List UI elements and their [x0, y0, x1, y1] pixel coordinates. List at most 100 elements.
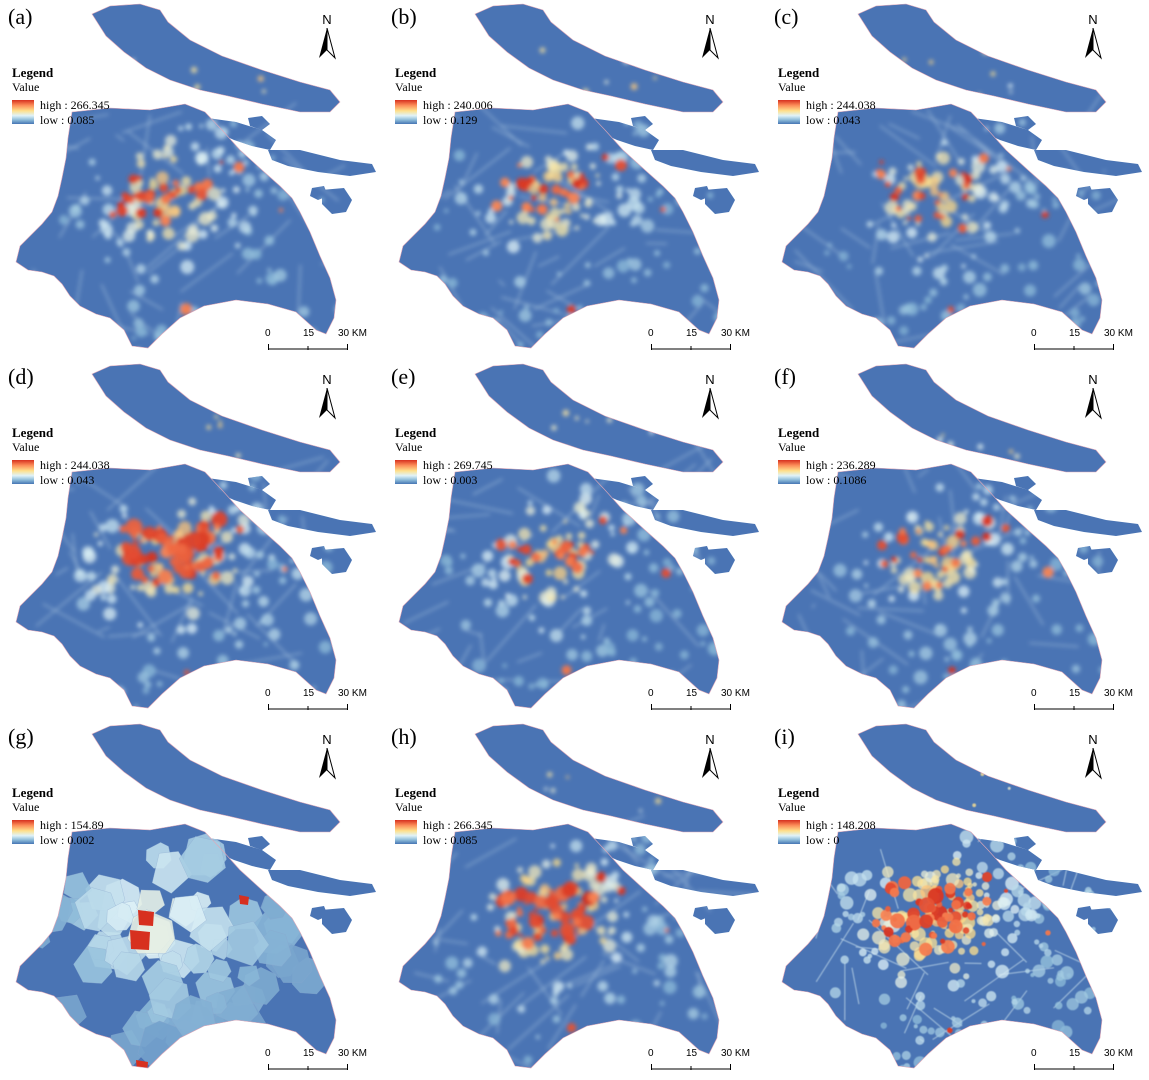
north-arrow-glyph: [1085, 388, 1102, 420]
legend-subtitle: Value: [12, 440, 40, 454]
scale-tick-label: 0: [1031, 328, 1037, 339]
map-panel-i: (i) Legend Value high : 148.208 low : 0 …: [766, 720, 1149, 1080]
scale-bar-line: [268, 704, 348, 710]
legend-ramp: high : 154.89 low : 0.002: [12, 818, 104, 847]
scale-bar: 0 15 30 KM: [645, 328, 763, 354]
legend-ramp: high : 266.345 low : 0.085: [12, 98, 110, 127]
panel-label: (f): [774, 364, 796, 389]
legend-subtitle: Value: [778, 440, 806, 454]
north-arrow-glyph: [319, 748, 336, 780]
scale-bar-line: [268, 344, 348, 350]
scale-tick-label: 0: [265, 328, 271, 339]
scale-tick-label: 30 KM: [338, 688, 367, 699]
north-letter: N: [705, 732, 715, 747]
north-arrow-glyph: [702, 28, 719, 60]
legend-high-value: high : 154.89: [40, 818, 104, 832]
scale-tick-label: 15: [686, 1048, 698, 1059]
legend-ramp: high : 148.208 low : 0: [778, 818, 876, 847]
panel-label: (d): [8, 364, 34, 389]
color-ramp-swatch: [395, 460, 417, 484]
panel-label: (h): [391, 724, 417, 749]
legend-subtitle: Value: [395, 80, 423, 94]
scale-tick-label: 30 KM: [338, 328, 367, 339]
scale-tick-label: 15: [303, 328, 315, 339]
legend-subtitle: Value: [395, 440, 423, 454]
map-panel-g: (g) Legend Value high : 154.89 low : 0.0…: [0, 720, 383, 1080]
scale-tick-label: 0: [648, 328, 654, 339]
north-arrow-icon: N: [316, 12, 338, 60]
legend-title: Legend: [395, 785, 437, 800]
scale-tick-label: 15: [1069, 688, 1081, 699]
scale-tick-label: 30 KM: [1104, 1048, 1133, 1059]
north-arrow-icon: N: [699, 372, 721, 420]
legend-subtitle: Value: [12, 800, 40, 814]
scale-bar-line: [268, 1064, 348, 1070]
legend: Legend Value high : 244.038 low : 0.043: [778, 65, 876, 127]
legend-ramp: high : 244.038 low : 0.043: [778, 98, 876, 127]
scale-bar-line: [651, 344, 731, 350]
north-letter: N: [322, 372, 332, 387]
scale-bar: 0 15 30 KM: [1028, 688, 1146, 714]
scale-tick-label: 30 KM: [721, 328, 750, 339]
color-ramp-swatch: [395, 100, 417, 124]
legend: Legend Value high : 236.289 low : 0.1086: [778, 426, 876, 487]
map-panel-d: (d) Legend Value high : 244.038 low : 0.…: [0, 360, 383, 720]
legend: Legend Value high : 154.89 low : 0.002: [12, 786, 104, 847]
legend: Legend Value high : 266.345 low : 0.085: [12, 66, 110, 127]
legend-title: Legend: [778, 65, 820, 80]
choropleth-map: [15, 3, 376, 349]
north-letter: N: [705, 372, 715, 387]
legend-high-value: high : 244.038: [40, 458, 110, 472]
choropleth-map: [398, 723, 759, 1069]
map-panel-a: (a) Legend Value high : 266.345 low : 0.…: [0, 0, 383, 360]
scale-bar-line: [651, 1064, 731, 1070]
north-arrow-glyph: [1085, 748, 1102, 780]
north-arrow-icon: N: [1082, 372, 1104, 420]
scale-tick-label: 30 KM: [721, 688, 750, 699]
scale-bar: 0 15 30 KM: [1028, 328, 1146, 354]
panel-label: (c): [774, 4, 799, 29]
scale-tick-label: 15: [1069, 1048, 1081, 1059]
color-ramp-swatch: [12, 460, 34, 484]
legend-high-value: high : 266.345: [40, 98, 110, 112]
legend-subtitle: Value: [395, 800, 423, 814]
north-arrow-icon: N: [1082, 732, 1104, 780]
legend-high-value: high : 148.208: [806, 818, 876, 832]
north-letter: N: [1088, 732, 1098, 747]
north-arrow-icon: N: [699, 12, 721, 60]
legend-low-value: low : 0.002: [40, 833, 95, 847]
legend-low-value: low : 0.043: [806, 113, 861, 127]
north-letter: N: [705, 12, 715, 27]
legend: Legend Value high : 244.038 low : 0.043: [12, 425, 110, 487]
choropleth-map: [15, 363, 376, 709]
legend-high-value: high : 236.289: [806, 458, 876, 472]
color-ramp-swatch: [395, 820, 417, 844]
legend-title: Legend: [395, 65, 437, 80]
scale-tick-label: 30 KM: [1104, 328, 1133, 339]
choropleth-map: [781, 723, 1142, 1069]
scale-tick-label: 0: [265, 688, 271, 699]
legend: Legend Value high : 240.006 low : 0.129: [395, 65, 493, 127]
choropleth-map: [781, 363, 1142, 709]
legend-title: Legend: [12, 425, 54, 440]
legend-high-value: high : 269.745: [423, 458, 493, 472]
scale-tick-label: 0: [648, 688, 654, 699]
scale-tick-label: 30 KM: [721, 1048, 750, 1059]
scale-bar-line: [1034, 344, 1114, 350]
scale-tick-label: 30 KM: [1104, 688, 1133, 699]
scale-tick-label: 30 KM: [338, 1048, 367, 1059]
north-letter: N: [1088, 12, 1098, 27]
legend-low-value: low : 0.043: [40, 473, 95, 487]
legend-low-value: low : 0.085: [40, 113, 95, 127]
scale-bar: 0 15 30 KM: [262, 328, 380, 354]
scale-tick-label: 15: [686, 328, 698, 339]
scale-bar: 0 15 30 KM: [262, 1048, 380, 1074]
north-arrow-glyph: [702, 388, 719, 420]
legend-low-value: low : 0.003: [423, 473, 478, 487]
scale-bar-line: [1034, 1064, 1114, 1070]
color-ramp-swatch: [778, 820, 800, 844]
scale-bar: 0 15 30 KM: [645, 1048, 763, 1074]
map-panel-c: (c) Legend Value high : 244.038 low : 0.…: [766, 0, 1149, 360]
scale-tick-label: 0: [1031, 688, 1037, 699]
